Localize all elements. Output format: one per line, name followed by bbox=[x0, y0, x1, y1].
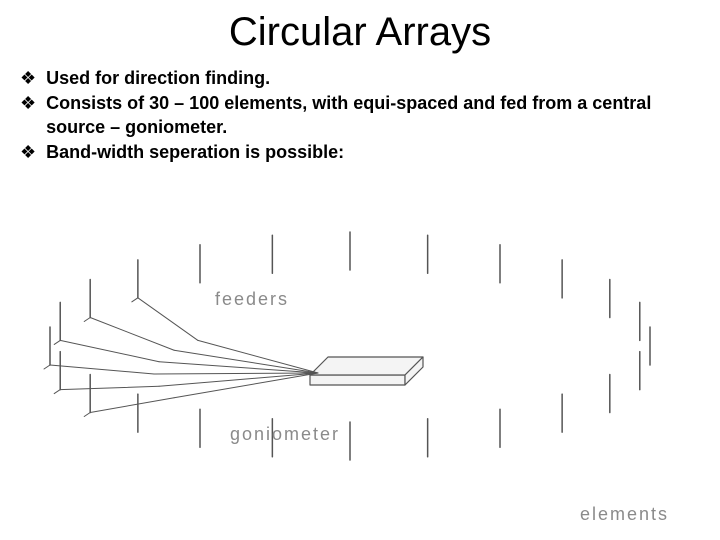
bullet-item: ❖ Consists of 30 – 100 elements, with eq… bbox=[20, 92, 700, 139]
elements-label: elements bbox=[580, 504, 669, 524]
slide: Circular Arrays ❖ Used for direction fin… bbox=[0, 10, 720, 540]
bullet-item: ❖ Used for direction finding. bbox=[20, 67, 700, 90]
diamond-bullet-icon: ❖ bbox=[20, 67, 36, 90]
diagram-svg: feeders goniometer elements bbox=[0, 210, 720, 540]
goniometer-label: goniometer bbox=[230, 424, 340, 444]
diamond-bullet-icon: ❖ bbox=[20, 92, 36, 115]
bullet-text: Used for direction finding. bbox=[46, 67, 270, 90]
bullet-text: Consists of 30 – 100 elements, with equi… bbox=[46, 92, 700, 139]
bullet-text: Band-width seperation is possible: bbox=[46, 141, 344, 164]
diamond-bullet-icon: ❖ bbox=[20, 141, 36, 164]
feeders-label: feeders bbox=[215, 289, 289, 309]
bullet-item: ❖ Band-width seperation is possible: bbox=[20, 141, 700, 164]
slide-title: Circular Arrays bbox=[0, 10, 720, 55]
bullet-list: ❖ Used for direction finding. ❖ Consists… bbox=[20, 67, 700, 165]
circular-array-diagram: feeders goniometer elements bbox=[0, 210, 720, 540]
